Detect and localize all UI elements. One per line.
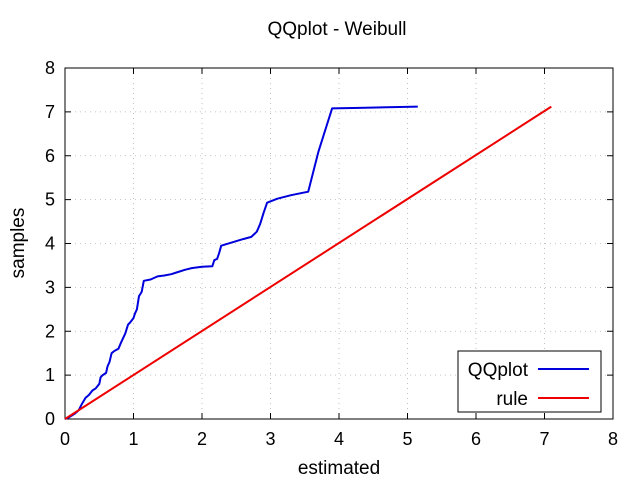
series-line-qqplot	[64, 105, 418, 420]
y-tick-labels: 0 1 2 3 4 5 6 7 8	[45, 58, 55, 429]
series-layer	[64, 105, 552, 420]
axis-ticks	[64, 67, 614, 420]
x-tick-label: 4	[334, 429, 344, 449]
x-tick-label: 0	[60, 429, 70, 449]
y-tick-label: 0	[45, 409, 55, 429]
y-tick-label: 5	[45, 190, 55, 210]
y-tick-label: 2	[45, 321, 55, 341]
y-axis-label: samples	[8, 208, 29, 279]
y-tick-label: 4	[45, 234, 55, 254]
x-tick-label: 2	[197, 429, 207, 449]
legend-label-rule: rule	[496, 389, 528, 410]
x-tick-label: 3	[265, 429, 275, 449]
series-line-rule	[64, 105, 552, 420]
x-tick-label: 7	[539, 429, 549, 449]
legend-label-qqplot: QQplot	[468, 360, 529, 381]
y-tick-label: 6	[45, 146, 55, 166]
legend-box	[457, 350, 602, 413]
x-tick-label: 1	[128, 429, 138, 449]
x-tick-labels: 0 1 2 3 4 5 6 7 8	[60, 429, 618, 449]
x-axis-label: estimated	[298, 458, 380, 479]
y-tick-label: 1	[45, 365, 55, 385]
y-tick-label: 3	[45, 277, 55, 297]
x-tick-label: 8	[608, 429, 618, 449]
y-tick-label: 8	[45, 58, 55, 78]
chart-title: QQplot - Weibull	[267, 19, 406, 40]
y-tick-label: 7	[45, 102, 55, 122]
x-tick-label: 5	[402, 429, 412, 449]
x-tick-label: 6	[471, 429, 481, 449]
legend: QQplot rule	[457, 350, 602, 413]
